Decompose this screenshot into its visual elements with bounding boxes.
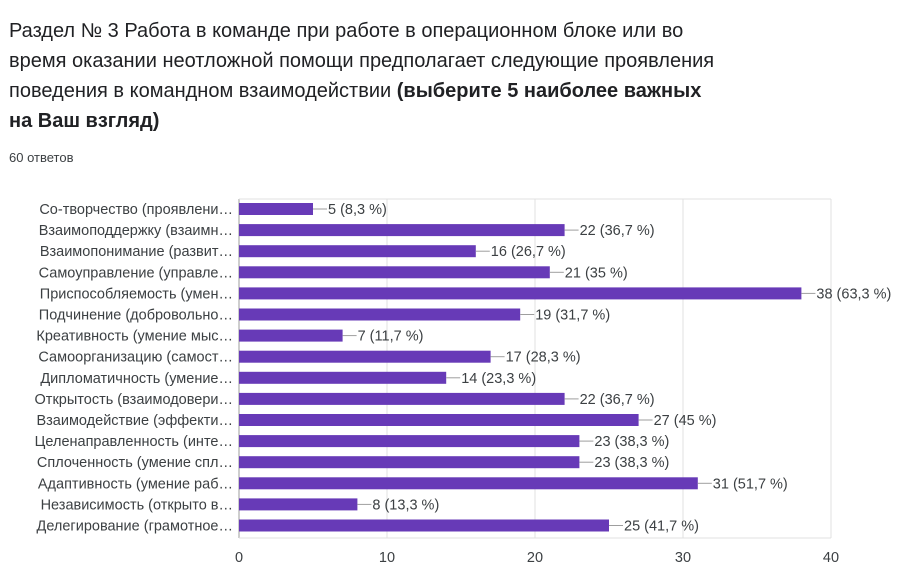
category-label: Со-творчество (проявлени…: [39, 202, 233, 218]
value-label: 16 (26,7 %): [491, 244, 566, 260]
bar: [239, 287, 802, 300]
chart-bars: [239, 203, 802, 532]
value-label: 14 (23,3 %): [461, 371, 536, 387]
value-label: 38 (63,3 %): [816, 286, 891, 302]
value-label: 8 (13,3 %): [372, 497, 439, 513]
x-tick-label: 40: [823, 550, 839, 566]
value-label: 23 (38,3 %): [594, 455, 669, 471]
bar: [239, 435, 580, 448]
bar: [239, 329, 343, 342]
bar: [239, 266, 550, 279]
bar: [239, 224, 565, 237]
x-tick-label: 20: [527, 550, 543, 566]
category-label: Приспособляемость (умен…: [40, 286, 233, 302]
chart-x-axis: 0 10 20 30 40: [235, 550, 839, 566]
category-label: Независимость (открыто в…: [41, 497, 233, 513]
value-label: 22 (36,7 %): [580, 392, 655, 408]
category-label: Сплоченность (умение спл…: [37, 455, 233, 471]
bar: [239, 392, 565, 405]
category-label: Делегирование (грамотное…: [37, 519, 234, 535]
chart-labels: Со-творчество (проявлени… 5 (8,3 %) Взаимо…: [35, 202, 892, 535]
bar: [239, 498, 358, 511]
bar: [239, 519, 609, 532]
category-label: Самоорганизацию (самост…: [38, 350, 233, 366]
bar: [239, 456, 580, 469]
bar: [239, 203, 313, 215]
value-label: 5 (8,3 %): [328, 202, 387, 218]
bar: [239, 477, 698, 490]
value-label: 17 (28,3 %): [506, 350, 581, 366]
value-label: 22 (36,7 %): [580, 223, 655, 239]
value-label: 23 (38,3 %): [594, 434, 669, 450]
category-label: Взаимопонимание (развит…: [40, 244, 233, 260]
bar: [239, 245, 476, 258]
bar: [239, 350, 491, 363]
category-label: Целенаправленность (инте…: [35, 434, 233, 450]
x-tick-label: 30: [675, 550, 691, 566]
x-tick-label: 0: [235, 550, 243, 566]
value-label: 19 (31,7 %): [535, 308, 610, 324]
category-label: Подчинение (добровольно…: [39, 308, 233, 324]
category-label: Взаимоподдержку (взаимн…: [39, 223, 233, 239]
category-label: Открытость (взаимодовери…: [35, 392, 233, 408]
value-label: 27 (45 %): [654, 413, 717, 429]
value-label: 7 (11,7 %): [358, 329, 424, 345]
question-title-emphasis: (выберите 5 наиболее важных на Ваш взгля…: [9, 80, 702, 132]
bar: [239, 371, 447, 384]
category-label: Адаптивность (умение раб…: [38, 476, 233, 492]
x-tick-label: 10: [379, 550, 395, 566]
category-label: Взаимодействие (эффекти…: [36, 413, 233, 429]
value-label: 25 (41,7 %): [624, 519, 699, 535]
response-count: 60 ответов: [9, 150, 74, 165]
bar: [239, 308, 521, 321]
category-label: Креативность (умение мыс…: [36, 329, 233, 345]
value-label: 21 (35 %): [565, 265, 628, 281]
value-label: 31 (51,7 %): [713, 476, 788, 492]
bar: [239, 414, 639, 426]
category-label: Дипломатичность (умение…: [40, 371, 233, 387]
question-title-text: Раздел № 3 Работа в команде при работе в…: [9, 20, 715, 102]
question-title: Раздел № 3 Работа в команде при работе в…: [9, 16, 729, 136]
category-label: Самоуправление (управле…: [39, 265, 233, 281]
